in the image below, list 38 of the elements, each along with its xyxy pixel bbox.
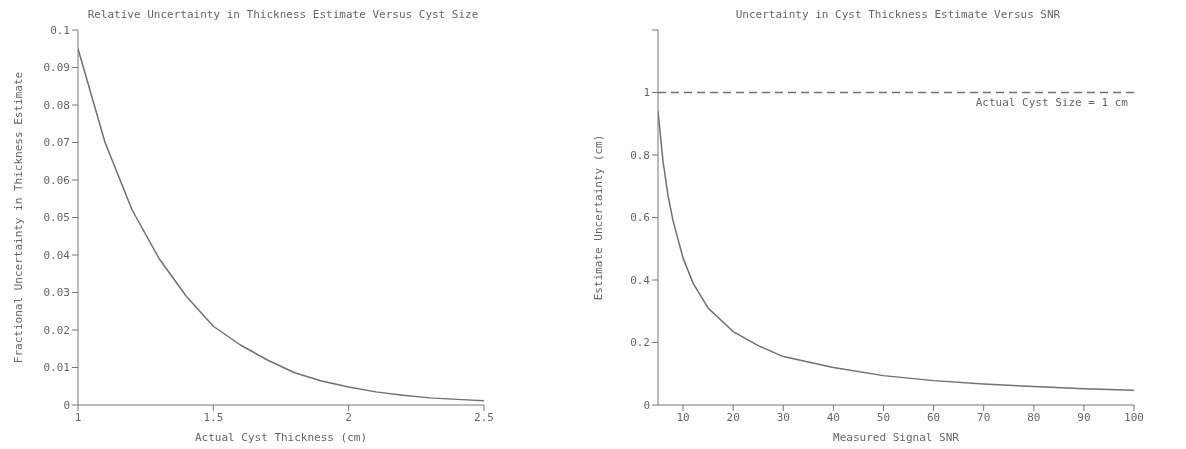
x-tick-label: 20 (726, 410, 740, 424)
x-tick-label: 40 (826, 410, 840, 424)
y-tick-label: 0.07 (43, 136, 70, 150)
x-axis-title: Actual Cyst Thickness (cm) (194, 431, 368, 444)
x-tick-label: 30 (776, 410, 790, 424)
ref-line-label: Actual Cyst Size = 1 cm (975, 96, 1129, 110)
x-tick-label: 100 (1124, 410, 1144, 424)
y-tick-label: 0.03 (43, 286, 70, 300)
x-tick-label: 10 (676, 410, 690, 424)
y-tick-label: 0.09 (43, 61, 70, 75)
x-tick-label: 2 (345, 410, 352, 424)
y-axis-title: Estimate Uncertainty (cm) (591, 134, 605, 301)
y-tick-label: 0.02 (43, 323, 70, 337)
y-tick-label: 1 (643, 86, 650, 100)
x-tick-label: 1 (74, 410, 82, 424)
y-tick-label: 0.6 (630, 211, 650, 225)
x-tick-label: 1.5 (203, 410, 224, 424)
y-axis-title: Fractional Uncertainty in Thickness Estimate (11, 71, 25, 364)
y-tick-label: 0.08 (43, 98, 70, 112)
y-tick-label: 0.8 (630, 148, 650, 162)
y-tick-label: 0.06 (43, 173, 70, 187)
chart-title: Relative Uncertainty in Thickness Estimate Versus Cyst Size (86, 8, 480, 22)
x-tick-label: 50 (876, 410, 891, 424)
y-tick-label: 0.2 (630, 336, 650, 350)
y-tick-label: 0.05 (43, 211, 70, 225)
x-tick-label: 70 (977, 410, 991, 424)
y-tick-label: 0 (643, 398, 650, 412)
y-tick-label: 0.04 (43, 248, 71, 262)
x-tick-label: 2.5 (474, 410, 494, 424)
x-axis-title: Measured Signal SNR (833, 431, 960, 444)
x-tick-label: 90 (1077, 410, 1091, 424)
x-tick-label: 60 (926, 410, 941, 424)
chart-title: Uncertainty in Cyst Thickness Estimate Versus SNR (734, 8, 1062, 22)
y-tick-label: 0 (63, 398, 70, 412)
x-tick-label: 80 (1027, 410, 1041, 424)
y-tick-label: 0.4 (630, 273, 651, 287)
y-tick-label: 0.1 (50, 23, 70, 37)
y-tick-label: 0.01 (43, 361, 70, 375)
